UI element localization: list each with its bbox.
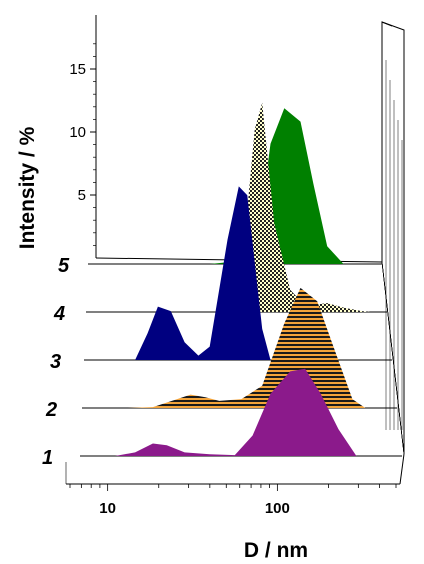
y-tick-label: 10 — [69, 124, 86, 141]
series-label-5: 5 — [58, 255, 70, 277]
x-tick-label: 10 — [99, 500, 116, 517]
right-wall-top — [381, 21, 393, 27]
y-tick-label: 15 — [69, 61, 86, 78]
series-label-3: 3 — [50, 351, 61, 373]
series-label-2: 2 — [45, 399, 57, 421]
y-axis-label: Intensity / % — [16, 126, 39, 249]
series-area-3 — [135, 186, 271, 360]
series-label-1: 1 — [42, 447, 53, 469]
chart-frame — [65, 15, 405, 491]
right-wall — [381, 21, 405, 454]
series-area-1 — [115, 368, 357, 456]
series-label-4: 4 — [53, 303, 65, 325]
x-axis-label: D / nm — [244, 539, 308, 562]
y-tick-label: 5 — [78, 187, 86, 204]
labels-layer: 5 10 15 5 4 3 2 1 10 100 — [42, 61, 290, 517]
x-axis-right-edge — [399, 453, 405, 485]
series-layer — [80, 102, 402, 457]
x-tick-label: 100 — [265, 500, 290, 517]
depth-line — [381, 261, 405, 455]
series-area-4 — [227, 102, 371, 312]
series-area-5 — [209, 108, 344, 264]
